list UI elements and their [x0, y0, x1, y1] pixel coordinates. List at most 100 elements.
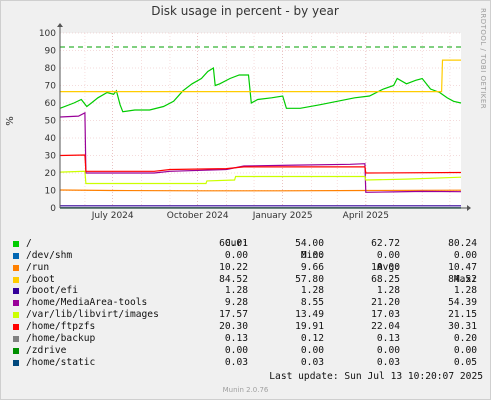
legend-max-value: 0.00 — [453, 344, 477, 356]
legend-avg-value: 62.72 — [371, 237, 400, 249]
series-line-var-lib-libvirt-images — [59, 170, 462, 185]
y-axis-arrow — [57, 23, 63, 27]
legend-avg-value: 0.00 — [376, 249, 400, 261]
col-min-header: Min: — [300, 249, 324, 261]
legend-max-value: 0.20 — [453, 333, 477, 345]
series-line-run — [59, 189, 462, 192]
x-tick-label: April 2025 — [343, 211, 389, 221]
legend-min-value: 19.91 — [295, 321, 324, 333]
legend-min-value: 54.00 — [295, 237, 324, 249]
series-line-home-ftpzfs — [59, 154, 462, 174]
x-tick-label: July 2024 — [91, 211, 134, 221]
legend-series-name: /var/lib/libvirt/images — [26, 309, 159, 321]
legend-cur-value: 20.30 — [219, 321, 248, 333]
legend-series-name: /dev/shm — [26, 249, 73, 261]
legend-swatch — [13, 324, 19, 331]
legend-cur-value: 10.22 — [219, 261, 248, 273]
last-update: Last update: Sun Jul 13 10:20:07 2025 — [269, 371, 483, 382]
legend-series-name: /home/MediaArea-tools — [26, 297, 148, 309]
y-axis-label: % — [5, 116, 16, 126]
legend-series-name: /boot/efi — [26, 285, 78, 297]
legend-avg-value: 1.28 — [376, 285, 400, 297]
legend-series-name: / — [26, 237, 32, 249]
legend-min-value: 13.49 — [295, 309, 324, 321]
legend-cur-value: 1.28 — [224, 285, 248, 297]
y-tick-label: 10 — [45, 187, 57, 197]
legend-row: /run 10.22 9.66 10.00 10.47 — [8, 262, 483, 274]
legend-max-value: 0.00 — [453, 249, 477, 261]
legend-avg-value: 0.03 — [376, 356, 400, 368]
disk-usage-chart: Disk usage in percent - by year % RRDTOO… — [5, 4, 487, 221]
rrdtool-credit: RRDTOOL / TOBI OETIKER — [479, 8, 487, 109]
chart-title: Disk usage in percent - by year — [151, 4, 339, 18]
legend-swatch — [13, 252, 19, 259]
legend-series-name: /run — [26, 261, 50, 273]
legend-cur-value: 9.28 — [224, 297, 248, 309]
legend-swatch — [13, 336, 19, 343]
legend-row: /zdrive 0.00 0.00 0.00 0.00 — [8, 345, 483, 357]
legend-min-value: 8.55 — [300, 297, 324, 309]
y-tick-label: 60 — [45, 99, 57, 109]
legend-cur-value: 0.00 — [224, 344, 248, 356]
legend-max-value: 1.28 — [453, 285, 477, 297]
legend-row: /boot/efi 1.28 1.28 1.28 1.28 — [8, 285, 483, 297]
legend-cur-value: 60.01 — [219, 237, 248, 249]
y-tick-label: 90 — [45, 47, 57, 57]
legend-swatch — [13, 347, 19, 354]
legend-min-value: 0.00 — [300, 249, 324, 261]
legend-avg-value: 68.25 — [371, 273, 400, 285]
legend-swatch — [13, 288, 19, 295]
legend-swatch — [13, 240, 19, 247]
legend-min-value: 9.66 — [300, 261, 324, 273]
legend-max-value: 21.15 — [448, 309, 477, 321]
y-tick-label: 80 — [45, 64, 57, 74]
legend-min-value: 57.80 — [295, 273, 324, 285]
legend-avg-value: 0.00 — [376, 344, 400, 356]
y-tick-label: 100 — [39, 29, 56, 39]
legend-cur-value: 17.57 — [219, 309, 248, 321]
legend-series-name: /boot — [26, 273, 55, 285]
legend-max-value: 80.24 — [448, 237, 477, 249]
legend-row: /home/MediaArea-tools 9.28 8.55 21.20 54.39 — [8, 297, 483, 309]
series-line-root — [59, 66, 462, 113]
legend-min-value: 0.00 — [300, 344, 324, 356]
y-tick-label: 40 — [45, 134, 57, 144]
legend-swatch — [13, 276, 19, 283]
legend-max-value: 10.47 — [448, 261, 477, 273]
legend-row: /var/lib/libvirt/images 17.57 13.49 17.03 21… — [8, 309, 483, 321]
legend: Cur: Min: Avg: Max: / 60.01 54.00 62.72 80.2… — [8, 226, 483, 369]
legend-rows: /60.01 54.00 62.72 80.24/dev/shm 0.00 0.00 0.0… — [8, 238, 483, 369]
legend-swatch — [13, 359, 19, 366]
legend-row: /boot 84.52 57.80 68.25 84.52 — [8, 274, 483, 286]
x-axis-arrow — [467, 205, 471, 211]
legend-min-value: 0.03 — [300, 356, 324, 368]
legend-cur-value: 0.13 — [224, 333, 248, 345]
y-tick-label: 50 — [45, 117, 57, 127]
legend-min-value: 1.28 — [300, 285, 324, 297]
y-tick-label: 0 — [50, 204, 56, 214]
series-line-home-mediaarea-tools — [59, 111, 462, 193]
legend-swatch — [13, 264, 19, 271]
legend-avg-value: 21.20 — [371, 297, 400, 309]
legend-series-name: /home/backup — [26, 333, 96, 345]
legend-row: / 60.01 54.00 62.72 80.24 — [8, 238, 483, 250]
legend-min-value: 0.12 — [300, 333, 324, 345]
axes: 0 10 20 30 40 50 60 70 80 90 100 July 2024 October 2… — [39, 23, 471, 221]
legend-avg-value: 10.00 — [371, 261, 400, 273]
legend-header: Cur: Min: Avg: Max: — [8, 226, 483, 285]
legend-series-name: /zdrive — [26, 344, 67, 356]
legend-swatch — [13, 300, 19, 307]
y-tick-label: 30 — [45, 152, 57, 162]
x-tick-label: October 2024 — [167, 211, 229, 221]
legend-series-name: /home/static — [26, 356, 96, 368]
legend-avg-value: 0.13 — [376, 333, 400, 345]
munin-version: Munin 2.0.76 — [222, 386, 269, 394]
col-max-header: Max: — [453, 273, 477, 285]
col-avg-header: Avg: — [376, 261, 400, 273]
legend-row: /dev/shm 0.00 0.00 0.00 0.00 — [8, 250, 483, 262]
y-tick-label: 70 — [45, 82, 57, 92]
legend-row: /home/backup 0.13 0.12 0.13 0.20 — [8, 333, 483, 345]
series-line-boot — [60, 59, 461, 93]
legend-max-value: 0.05 — [453, 356, 477, 368]
col-cur-header: Cur: — [224, 237, 248, 249]
